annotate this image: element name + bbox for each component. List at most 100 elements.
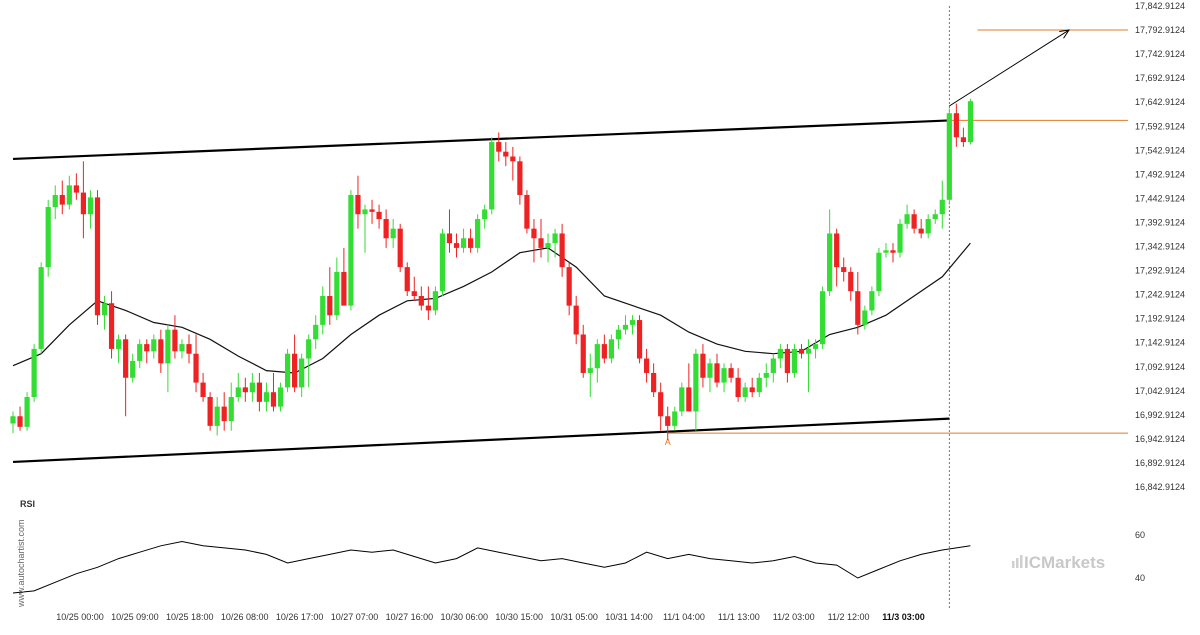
candle (186, 334, 192, 364)
candle-body (496, 142, 502, 152)
candle (52, 185, 58, 220)
candle (158, 329, 164, 373)
candle (123, 334, 129, 417)
candle (179, 339, 185, 359)
candle-body (918, 228, 924, 234)
candle-body (784, 348, 790, 373)
candle (94, 190, 101, 325)
rsi-tick-label: 60 (1135, 530, 1145, 540)
candle-body (411, 291, 417, 297)
candle (453, 233, 460, 258)
candle (622, 315, 629, 335)
candle (594, 339, 600, 383)
rsi-label: RSI (20, 499, 35, 509)
candle (277, 382, 284, 412)
candle (355, 175, 361, 229)
moving-average (12, 242, 971, 374)
price-tick-label: 17,642.9124 (1135, 97, 1185, 107)
candle-body (594, 344, 600, 369)
candle (791, 344, 798, 378)
time-tick-label: 10/27 16:00 (386, 612, 434, 622)
candle-body (770, 358, 776, 373)
candle (284, 348, 291, 393)
candle-body (341, 271, 347, 306)
candle-body (418, 296, 424, 306)
candle-body (87, 197, 94, 215)
candle (827, 209, 833, 297)
candle-body (327, 296, 333, 316)
candle (967, 98, 974, 145)
candle (503, 142, 509, 167)
candle (580, 324, 586, 378)
channel-lines (12, 119, 950, 464)
candle-body (193, 353, 199, 383)
candle-body (172, 329, 178, 352)
candle (784, 344, 790, 383)
channel-lower-line (12, 417, 950, 464)
candle-body (855, 291, 861, 325)
candle (235, 372, 241, 402)
candle-body (45, 207, 51, 268)
time-tick-label: 10/30 06:00 (441, 612, 489, 622)
point-label: A (665, 437, 671, 447)
candle-body (531, 228, 537, 239)
time-tick-label: 11/1 13:00 (718, 612, 760, 622)
candle-body (538, 238, 544, 248)
candle (270, 372, 277, 412)
price-tick-label: 17,292.9124 (1135, 266, 1185, 276)
candle-body (573, 305, 579, 335)
time-tick-label: 11/2 12:00 (828, 612, 870, 622)
moving-average-line (12, 242, 971, 374)
candle (644, 348, 650, 383)
time-tick-label: 10/25 09:00 (111, 612, 159, 622)
candle-body (827, 233, 833, 292)
candle-body (862, 310, 868, 325)
candle (116, 334, 122, 364)
candle (432, 286, 438, 316)
candle-body (179, 344, 185, 352)
candle-body (890, 250, 896, 253)
candle-body (348, 194, 354, 306)
candle-body (629, 320, 636, 325)
candle (383, 209, 389, 248)
channel-upper-line (12, 119, 950, 161)
candle-body (805, 348, 812, 354)
candle (524, 190, 530, 234)
candle-body (489, 142, 495, 210)
candle-body (66, 185, 72, 205)
time-tick-label: 10/25 18:00 (166, 612, 214, 622)
candle (925, 214, 931, 239)
candle-body (277, 387, 284, 407)
candle (714, 353, 720, 388)
candle (897, 219, 903, 258)
candle-body (10, 416, 16, 424)
candle (742, 382, 748, 402)
candle-body (137, 344, 143, 361)
candle (320, 286, 326, 335)
candle (137, 339, 143, 369)
candle (17, 406, 23, 431)
price-tick-label: 16,942.9124 (1135, 434, 1185, 444)
candle-body (158, 339, 164, 364)
candle (805, 339, 812, 393)
candle (587, 353, 593, 398)
candle (770, 353, 776, 383)
candle (446, 209, 453, 253)
time-tick-label: 10/26 08:00 (221, 612, 269, 622)
time-tick-label: 11/2 03:00 (773, 612, 815, 622)
candle (615, 324, 622, 349)
candle (439, 228, 446, 297)
candle (559, 223, 565, 277)
candle-body (263, 392, 270, 402)
time-axis: 10/25 00:00 10/25 09:00 10/25 18:00 10/26 0… (56, 612, 925, 622)
candle (707, 358, 713, 393)
candle (369, 199, 375, 224)
candle (390, 219, 396, 248)
candle (904, 204, 910, 229)
candle-body (101, 303, 108, 316)
candle (66, 175, 72, 210)
time-tick-label: 10/25 00:00 (56, 612, 104, 622)
candle (334, 257, 340, 321)
candle-body (355, 194, 361, 215)
